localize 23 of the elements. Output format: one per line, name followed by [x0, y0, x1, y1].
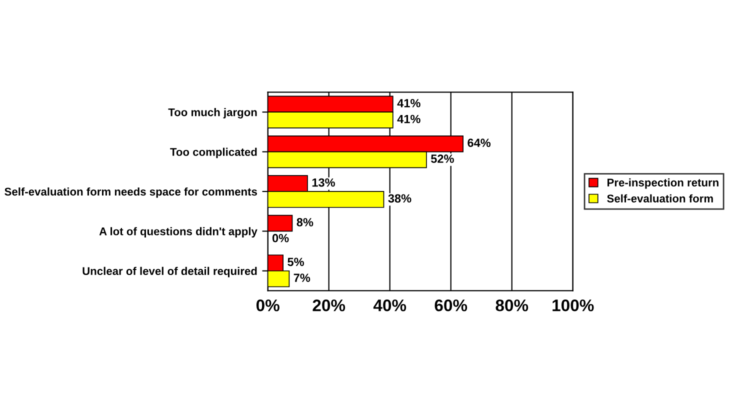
y-tick-label: Too complicated	[170, 148, 257, 158]
x-tick-label: 20%	[312, 300, 346, 312]
data-label: 38%	[388, 194, 412, 203]
legend-label: Self-evaluation form	[607, 194, 713, 202]
data-label: 5%	[288, 258, 304, 266]
x-tick-label: 80%	[496, 300, 528, 312]
y-tick-label: Too much jargon	[168, 108, 257, 118]
data-label: 52%	[430, 154, 454, 163]
data-label: 7%	[294, 274, 310, 282]
x-tick-label: 0%	[256, 300, 280, 312]
y-tick-label: A lot of questions didn't apply	[99, 227, 258, 238]
data-label: 0%	[272, 234, 289, 242]
data-label: 41%	[397, 114, 420, 124]
data-label: 13%	[312, 178, 335, 187]
legend-label: Pre-inspection return	[608, 178, 718, 189]
x-tick-label: 100%	[552, 300, 594, 312]
data-label: 64%	[468, 138, 491, 148]
y-tick-label: Self-evaluation form needs space for comments	[4, 187, 257, 198]
x-tick-label: 40%	[373, 300, 406, 312]
x-tick-label: 60%	[434, 300, 468, 312]
y-tick-label: Unclear of level of detail required	[82, 266, 257, 278]
data-label: 41%	[397, 98, 420, 108]
data-label: 8%	[296, 218, 314, 226]
